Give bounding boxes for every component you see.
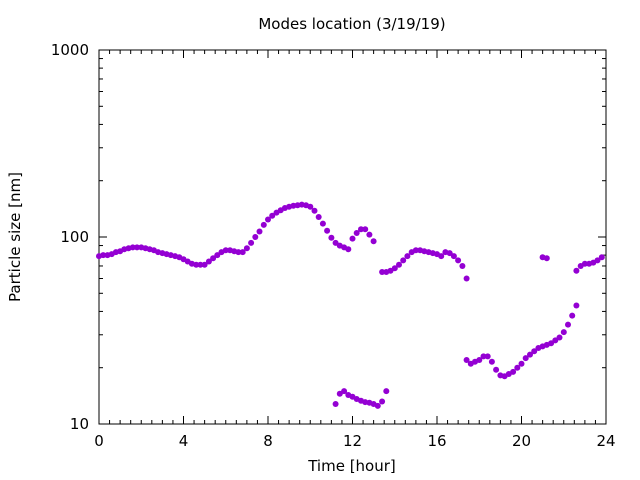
y-axis-label: Particle size [nm] xyxy=(6,172,24,302)
data-point xyxy=(265,216,271,223)
data-point xyxy=(404,253,411,260)
data-point xyxy=(222,247,229,254)
data-point xyxy=(565,321,571,328)
data-point xyxy=(345,246,352,253)
data-point xyxy=(514,364,521,371)
data-point xyxy=(379,269,386,275)
data-point xyxy=(311,207,318,214)
data-point xyxy=(459,263,466,269)
y-tick-label: 10 xyxy=(70,415,89,433)
data-point xyxy=(319,220,326,227)
data-point xyxy=(353,230,360,236)
data-point xyxy=(455,257,462,264)
data-point xyxy=(598,254,605,261)
x-tick-label: 4 xyxy=(179,432,189,450)
data-point xyxy=(248,239,255,246)
data-point xyxy=(336,390,343,397)
data-point xyxy=(307,203,314,210)
data-point xyxy=(362,226,369,233)
x-tick-label: 8 xyxy=(263,432,273,450)
data-point xyxy=(560,329,567,336)
data-point xyxy=(370,238,377,245)
data-point xyxy=(518,360,525,367)
data-point xyxy=(552,337,559,344)
y-tick-label: 1000 xyxy=(51,41,89,59)
data-point xyxy=(210,255,217,262)
data-point xyxy=(341,388,348,395)
data-point xyxy=(488,358,495,365)
data-point xyxy=(129,244,136,251)
data-point xyxy=(379,398,386,405)
data-point xyxy=(463,275,470,282)
data-point xyxy=(510,368,517,375)
data-point xyxy=(412,247,419,254)
data-point xyxy=(569,312,576,319)
data-point xyxy=(235,249,242,256)
data-point xyxy=(463,357,470,363)
data-point xyxy=(573,302,580,309)
chart-title: Modes location (3/19/19) xyxy=(258,15,445,33)
x-axis-label: Time [hour] xyxy=(307,457,396,475)
data-point xyxy=(256,228,263,235)
data-point xyxy=(315,214,322,220)
data-point xyxy=(450,253,457,260)
data-point xyxy=(252,234,259,240)
data-point xyxy=(438,253,445,260)
data-point xyxy=(480,353,487,360)
data-point xyxy=(260,221,267,228)
data-point xyxy=(324,227,331,234)
data-point xyxy=(269,212,276,219)
data-point xyxy=(332,401,339,407)
data-point xyxy=(581,260,588,267)
data-point xyxy=(349,235,356,242)
data-point xyxy=(400,257,407,264)
data-point xyxy=(476,357,483,363)
x-tick-label: 20 xyxy=(512,432,531,450)
data-point xyxy=(374,402,381,409)
data-point xyxy=(531,348,538,355)
data-point xyxy=(446,250,453,257)
data-point xyxy=(484,353,491,360)
data-point xyxy=(197,261,204,268)
data-point xyxy=(201,261,208,268)
data-point xyxy=(134,244,140,251)
data-point xyxy=(573,267,580,274)
data-point xyxy=(527,351,533,358)
data-point xyxy=(594,257,601,264)
data-point xyxy=(193,261,200,268)
x-tick-label: 0 xyxy=(94,432,104,450)
x-tick-label: 16 xyxy=(427,432,446,450)
tick-labels: 0 4 8 12 16 20 24 10 100 1000 xyxy=(51,41,616,450)
data-point xyxy=(366,231,373,238)
data-point xyxy=(100,252,107,259)
data-point xyxy=(493,366,500,373)
x-tick-label: 24 xyxy=(596,432,615,450)
data-point xyxy=(396,261,402,268)
y-tick-label: 100 xyxy=(60,228,89,246)
x-tick-label: 12 xyxy=(343,432,362,450)
data-point xyxy=(205,258,212,265)
data-point xyxy=(556,334,563,341)
data-points xyxy=(96,201,605,409)
data-point xyxy=(391,265,398,272)
data-point xyxy=(239,249,246,256)
data-point xyxy=(328,234,335,241)
data-point xyxy=(214,252,221,259)
data-point xyxy=(522,355,529,362)
data-point xyxy=(383,388,390,395)
data-point xyxy=(543,255,550,262)
data-point xyxy=(243,245,250,252)
data-point xyxy=(548,340,555,347)
data-point xyxy=(358,226,364,233)
